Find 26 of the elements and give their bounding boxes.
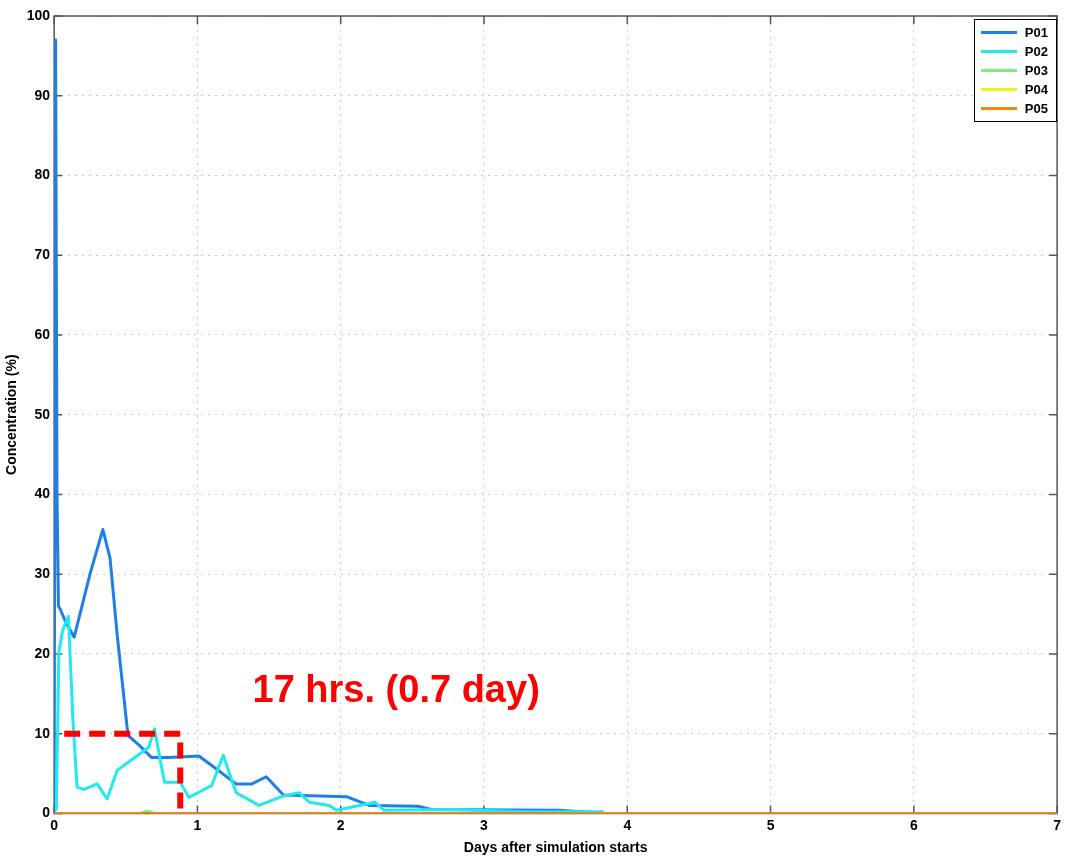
x-tick-label: 1 [193, 816, 202, 833]
y-tick-label: 40 [34, 485, 51, 502]
legend-label: P04 [1024, 82, 1048, 97]
y-tick-label: 30 [34, 565, 51, 582]
annotation: 17 hrs. (0.7 day) [252, 667, 540, 710]
y-tick-label: 80 [34, 166, 51, 183]
x-tick-label: 6 [909, 816, 918, 833]
legend-label: P01 [1024, 25, 1048, 40]
x-tick-label: 5 [766, 816, 775, 833]
y-axis-title: Concentration (%) [3, 354, 20, 475]
y-tick-label: 0 [42, 804, 51, 821]
y-tick-label: 70 [34, 246, 51, 263]
x-tick-label: 2 [336, 816, 345, 833]
x-tick-label: 4 [623, 816, 632, 833]
y-tick-label: 50 [34, 405, 51, 422]
y-tick-label: 20 [34, 644, 51, 661]
legend-label: P05 [1024, 101, 1048, 116]
y-tick-label: 90 [34, 86, 51, 103]
legend-label: P02 [1024, 44, 1048, 59]
x-axis-title: Days after simulation starts [463, 839, 648, 856]
legend-label: P03 [1024, 63, 1048, 78]
x-tick-label: 3 [480, 816, 489, 833]
y-tick-label: 100 [26, 6, 51, 23]
x-tick-label: 7 [1053, 816, 1062, 833]
y-tick-label: 10 [34, 724, 51, 741]
y-tick-label: 60 [34, 325, 51, 342]
